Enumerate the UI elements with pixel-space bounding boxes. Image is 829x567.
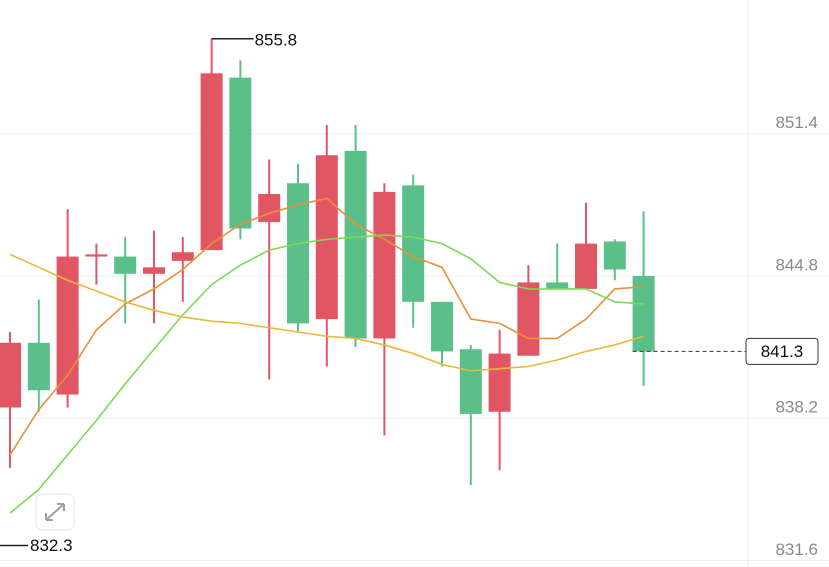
- max-label: 855.8: [255, 30, 298, 49]
- candle-body: [344, 150, 367, 339]
- y-tick-label: 844.8: [775, 255, 818, 274]
- candle-body: [143, 267, 165, 274]
- candle-body: [229, 77, 252, 229]
- candle-body: [171, 252, 194, 261]
- y-tick-label: 838.2: [775, 398, 818, 417]
- candle-body: [200, 73, 223, 251]
- last-price-label: 841.3: [761, 342, 804, 361]
- candle-body: [27, 342, 50, 391]
- candle-body: [258, 194, 281, 223]
- candle-body: [373, 191, 396, 339]
- candle-body: [546, 282, 569, 289]
- candle-body: [56, 256, 79, 395]
- candle-body: [632, 275, 655, 352]
- min-label: 832.3: [30, 536, 73, 555]
- y-tick-label: 851.4: [775, 113, 818, 132]
- candle-body: [402, 185, 425, 302]
- expand-button[interactable]: [35, 493, 75, 531]
- expand-icon[interactable]: [45, 503, 65, 521]
- candle-body: [459, 349, 482, 414]
- candle-body: [517, 282, 540, 356]
- candle-body: [431, 301, 453, 352]
- candle-body: [85, 254, 108, 257]
- last-price-box: [745, 337, 819, 365]
- moving-average-line: [9, 253, 644, 372]
- candle-body: [488, 353, 511, 412]
- candle-body: [315, 155, 338, 320]
- candle-body: [287, 183, 309, 324]
- candle-body: [603, 241, 626, 270]
- moving-average-line: [9, 197, 644, 456]
- candle-body: [0, 342, 21, 408]
- candle-body: [114, 256, 137, 274]
- y-tick-label: 831.6: [775, 540, 818, 559]
- candle-body: [575, 243, 597, 289]
- moving-average-line: [9, 234, 644, 514]
